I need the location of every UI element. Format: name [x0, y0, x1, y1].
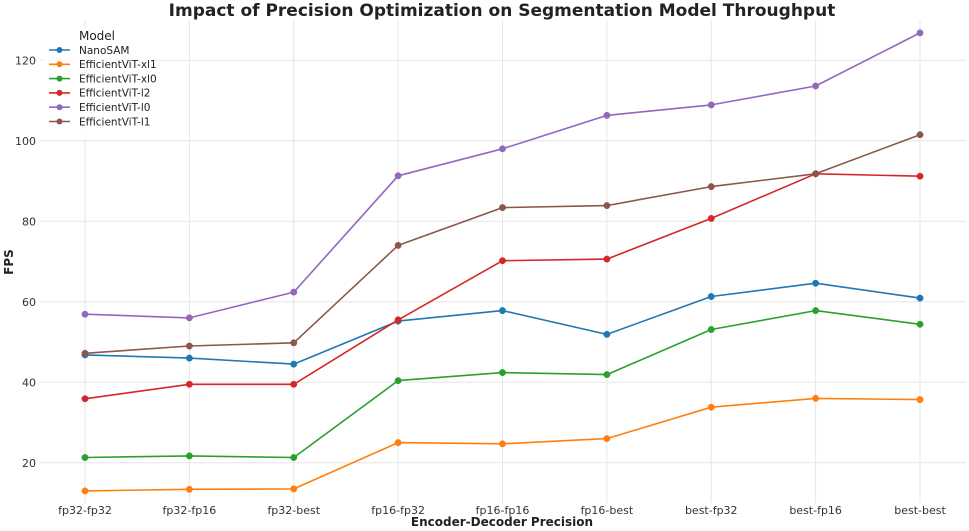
legend-entry: EfficientViT-xl0	[49, 73, 157, 85]
data-point	[185, 452, 193, 460]
data-point	[707, 101, 715, 109]
legend-entry: EfficientViT-l2	[49, 88, 150, 100]
legend: Model NanoSAM EfficientViT-xl1 EfficientVi…	[43, 27, 157, 139]
series-efficientvit-l0	[81, 29, 924, 322]
data-point	[812, 307, 820, 315]
legend-label: EfficientViT-l0	[79, 102, 150, 114]
data-point	[290, 485, 298, 493]
x-tick-label: best-fp32	[685, 504, 738, 517]
data-point	[185, 380, 193, 388]
legend-label: EfficientViT-xl1	[79, 59, 157, 71]
data-point	[603, 202, 611, 210]
data-point	[81, 349, 89, 357]
data-point	[290, 288, 298, 296]
x-tick-label: best-fp16	[789, 504, 842, 517]
legend-entry: EfficientViT-xl1	[49, 59, 157, 71]
y-tick-label: 20	[22, 457, 36, 470]
y-tick-label: 80	[22, 215, 36, 228]
legend-label: EfficientViT-l1	[79, 116, 150, 128]
x-tick-label: fp16-best	[581, 504, 634, 517]
data-point	[499, 145, 506, 153]
data-point	[603, 435, 611, 443]
data-point	[394, 377, 402, 385]
legend-label: EfficientViT-l2	[79, 88, 150, 100]
x-axis-title: Encoder-Decoder Precision	[411, 515, 593, 529]
data-point	[290, 339, 298, 347]
legend-label: NanoSAM	[79, 45, 129, 57]
data-point	[499, 307, 506, 315]
y-tick-label: 120	[15, 54, 36, 67]
data-point	[603, 330, 611, 338]
y-tick-label: 40	[22, 376, 36, 389]
x-tick-label: fp32-fp32	[58, 504, 112, 517]
legend-marker	[56, 104, 63, 111]
data-point	[81, 487, 89, 495]
data-point	[185, 354, 193, 362]
data-point	[603, 111, 611, 119]
x-tick-label: fp32-fp16	[163, 504, 217, 517]
y-tick-label: 60	[22, 296, 36, 309]
data-point	[81, 395, 89, 403]
data-point	[707, 326, 715, 333]
legend-marker	[56, 89, 63, 96]
data-point	[394, 439, 402, 447]
data-point	[916, 131, 924, 139]
data-point	[499, 204, 506, 212]
series-efficientvit-xl0	[81, 307, 924, 461]
data-point	[707, 403, 715, 411]
data-point	[812, 279, 820, 287]
data-point	[185, 342, 193, 350]
data-point	[916, 320, 924, 328]
data-point	[290, 380, 298, 388]
data-point	[81, 454, 89, 461]
data-point	[499, 440, 506, 448]
data-point	[394, 316, 402, 324]
data-point	[603, 371, 611, 379]
x-tick-label: fp16-fp32	[371, 504, 425, 517]
data-point	[812, 170, 820, 178]
data-point	[499, 369, 506, 377]
data-point	[916, 172, 924, 180]
legend-label: EfficientViT-xl0	[79, 73, 157, 85]
data-point	[916, 29, 924, 37]
legend-entry: NanoSAM	[49, 45, 129, 57]
data-point	[707, 293, 715, 300]
data-point	[812, 394, 820, 402]
axes: 20 40 60 80 100 120 fp32-fp32 fp32-fp16 fp32-bes…	[15, 54, 946, 517]
series-group	[81, 29, 924, 495]
data-point	[499, 257, 506, 265]
series-efficientvit-xl1	[81, 394, 924, 495]
legend-entry: EfficientViT-l0	[49, 102, 150, 114]
x-tick-label: fp16-fp16	[476, 504, 530, 517]
series-efficientvit-l1	[81, 131, 924, 357]
chart-title: Impact of Precision Optimization on Segm…	[169, 1, 836, 21]
y-axis-title: FPS	[2, 249, 16, 275]
legend-marker	[56, 61, 63, 68]
data-point	[707, 214, 715, 222]
y-tick-label: 100	[15, 135, 36, 148]
data-point	[290, 360, 298, 368]
data-point	[916, 396, 924, 404]
data-point	[603, 255, 611, 263]
data-point	[394, 172, 402, 180]
legend-marker	[56, 75, 63, 82]
series-efficientvit-l2	[81, 170, 924, 403]
data-point	[290, 454, 298, 461]
legend-entry: EfficientViT-l1	[49, 116, 150, 128]
data-point	[916, 294, 924, 302]
data-point	[394, 241, 402, 249]
data-point	[707, 183, 715, 191]
data-point	[81, 310, 89, 318]
legend-title: Model	[79, 29, 115, 43]
legend-marker	[56, 47, 63, 53]
x-tick-label: fp32-best	[267, 504, 320, 517]
x-tick-label: best-best	[894, 504, 946, 517]
data-point	[812, 82, 820, 90]
legend-marker	[56, 118, 63, 125]
data-point	[185, 485, 193, 493]
data-point	[185, 314, 193, 322]
